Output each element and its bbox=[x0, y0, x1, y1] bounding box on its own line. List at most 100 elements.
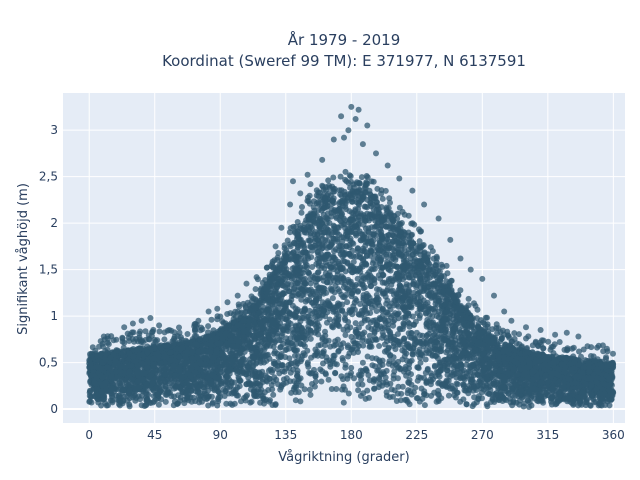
chart-title: År 1979 - 2019 bbox=[288, 30, 401, 49]
scatter-points bbox=[86, 103, 617, 410]
data-point bbox=[224, 379, 231, 386]
data-point bbox=[278, 384, 285, 391]
data-point bbox=[414, 395, 421, 402]
data-point bbox=[297, 398, 304, 405]
data-point bbox=[335, 258, 342, 265]
data-point bbox=[403, 281, 410, 288]
data-point bbox=[269, 369, 275, 376]
data-point bbox=[408, 371, 414, 378]
data-point bbox=[373, 308, 380, 314]
data-point bbox=[362, 395, 369, 402]
data-point bbox=[283, 346, 290, 353]
data-point bbox=[364, 353, 371, 360]
data-point bbox=[292, 397, 299, 404]
data-point bbox=[350, 258, 357, 265]
data-point bbox=[122, 377, 129, 384]
data-point bbox=[325, 376, 332, 383]
data-point bbox=[188, 388, 195, 394]
data-point bbox=[346, 267, 353, 274]
data-point bbox=[309, 264, 316, 270]
data-point bbox=[383, 389, 390, 396]
data-point bbox=[318, 264, 325, 271]
data-point bbox=[327, 264, 334, 271]
data-point bbox=[340, 399, 347, 406]
data-point bbox=[357, 301, 364, 307]
data-point bbox=[387, 331, 394, 338]
data-point bbox=[378, 204, 385, 210]
data-point bbox=[215, 396, 221, 403]
data-point bbox=[433, 369, 440, 376]
data-point bbox=[361, 329, 368, 336]
data-point bbox=[407, 269, 414, 276]
data-point bbox=[320, 290, 327, 297]
data-point bbox=[406, 401, 413, 408]
data-point bbox=[287, 256, 294, 263]
data-point bbox=[229, 390, 236, 397]
data-point bbox=[318, 378, 325, 385]
data-point bbox=[223, 400, 230, 407]
data-point bbox=[385, 344, 392, 351]
data-point bbox=[444, 367, 451, 374]
data-point bbox=[315, 285, 322, 292]
data-point bbox=[138, 402, 145, 409]
data-point bbox=[403, 372, 410, 379]
data-point bbox=[386, 358, 393, 365]
data-point bbox=[344, 299, 351, 306]
data-point bbox=[162, 398, 169, 405]
data-point bbox=[286, 299, 293, 306]
data-point bbox=[373, 222, 380, 229]
data-point bbox=[399, 383, 406, 390]
data-point bbox=[326, 316, 333, 323]
chart-subtitle: Koordinat (Sweref 99 TM): E 371977, N 61… bbox=[162, 52, 526, 70]
data-point bbox=[322, 259, 329, 266]
data-point bbox=[280, 340, 287, 347]
data-point bbox=[416, 315, 423, 321]
data-point bbox=[348, 364, 355, 371]
data-point bbox=[335, 313, 342, 320]
data-point bbox=[365, 324, 372, 331]
data-point bbox=[291, 346, 298, 353]
data-point bbox=[284, 328, 291, 335]
data-point bbox=[315, 331, 322, 338]
data-point bbox=[354, 275, 361, 282]
data-point bbox=[433, 398, 440, 405]
data-point bbox=[429, 313, 436, 320]
data-point bbox=[355, 387, 362, 394]
data-point bbox=[369, 362, 376, 369]
data-point bbox=[417, 359, 424, 366]
data-point bbox=[368, 203, 375, 210]
data-point bbox=[438, 367, 445, 374]
data-point bbox=[288, 293, 295, 300]
data-point bbox=[307, 391, 314, 398]
data-point bbox=[297, 341, 304, 347]
data-point bbox=[371, 276, 378, 283]
data-point bbox=[360, 390, 367, 397]
data-point bbox=[315, 269, 322, 275]
data-point bbox=[332, 369, 339, 376]
data-point bbox=[306, 386, 313, 393]
data-point bbox=[383, 280, 390, 287]
data-point bbox=[430, 306, 437, 313]
data-point bbox=[327, 279, 334, 286]
data-point bbox=[433, 313, 440, 320]
data-point bbox=[457, 329, 464, 336]
data-point bbox=[352, 320, 359, 327]
data-point bbox=[422, 356, 429, 363]
data-point bbox=[305, 237, 312, 244]
data-point bbox=[282, 316, 289, 323]
data-point bbox=[221, 393, 228, 399]
data-point bbox=[473, 399, 480, 406]
data-point bbox=[548, 395, 555, 402]
data-point bbox=[352, 222, 359, 229]
data-point bbox=[301, 352, 308, 358]
data-point bbox=[398, 390, 405, 397]
data-point bbox=[248, 398, 255, 405]
data-point bbox=[431, 362, 438, 369]
data-point bbox=[282, 354, 289, 361]
data-point bbox=[387, 352, 394, 359]
data-point bbox=[382, 319, 389, 326]
data-point bbox=[279, 362, 286, 368]
data-point bbox=[390, 318, 397, 325]
data-point bbox=[349, 209, 355, 216]
